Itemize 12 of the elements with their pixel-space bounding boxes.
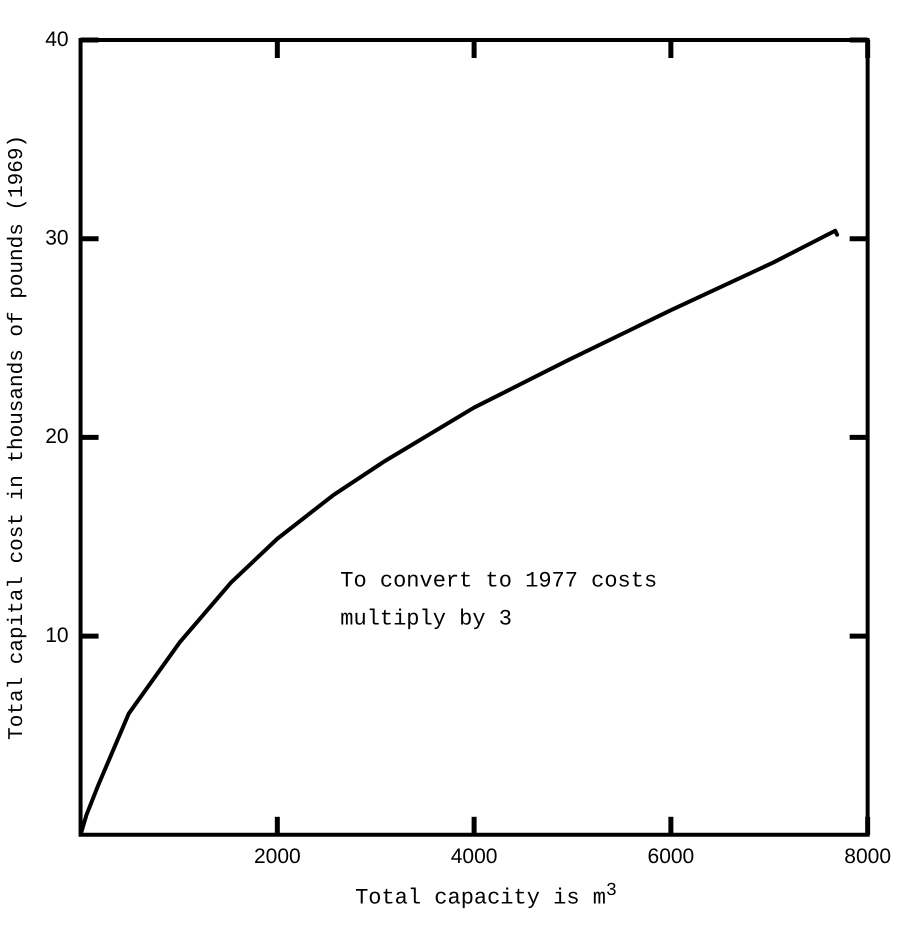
x-tick-label: 6000 [648,845,694,868]
y-tick-label: 40 [45,28,69,51]
annotation: To convert to 1977 costs [340,568,658,594]
x-tick-label: 8000 [844,845,891,868]
y-tick-label: 10 [45,624,69,647]
x-tick-label: 4000 [450,845,498,868]
y-tick-label: 30 [45,226,69,250]
x-tick-label: 2000 [254,845,301,868]
y-tick-label: 20 [45,425,69,448]
annotation: multiply by 3 [340,606,512,632]
x-axis-title: Total capacity is m$^{3}$ [354,880,618,910]
y-axis-title: Total capital cost in thousands of pounds (1969) [6,134,30,740]
